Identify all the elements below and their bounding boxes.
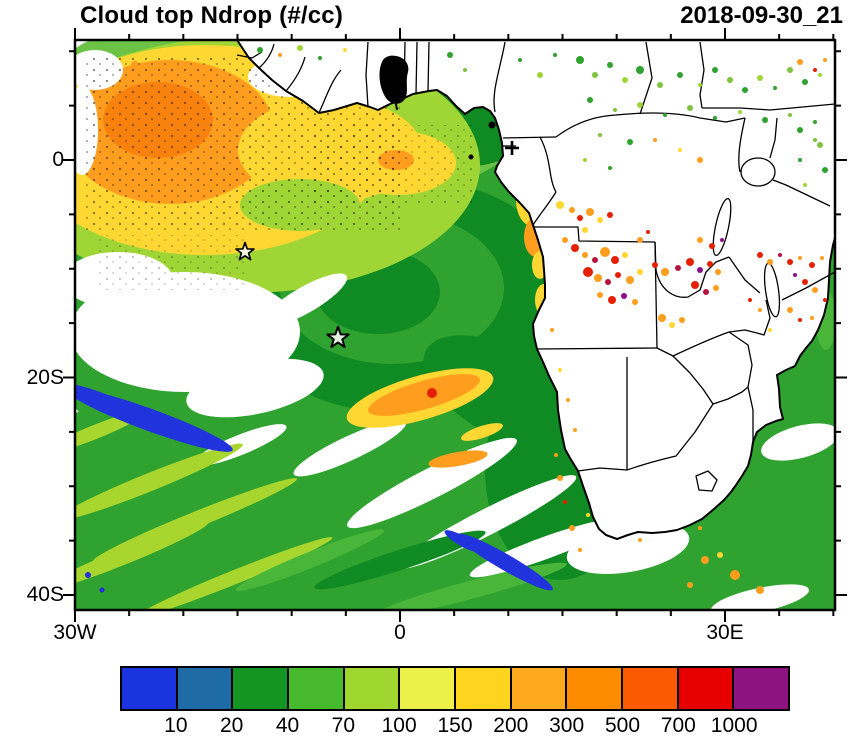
bioko-island <box>488 121 496 129</box>
colorbar-cell <box>122 668 178 709</box>
colorbar-cell <box>289 668 345 709</box>
map-plot <box>63 28 847 622</box>
africa-coastline <box>236 40 835 540</box>
colorbar-tick-label: 40 <box>275 714 300 737</box>
colorbar-tick-label: 300 <box>549 714 585 737</box>
colorbar-cell <box>400 668 457 709</box>
colorbar-cell <box>623 668 679 709</box>
colorbar-tick-label: 500 <box>604 714 641 737</box>
colorbar-cell <box>678 668 735 709</box>
star-markers <box>235 241 350 349</box>
land-data-specks <box>257 45 828 552</box>
colorbar-cell <box>344 668 401 709</box>
colorbar <box>120 666 790 711</box>
ocean-cloud-field <box>75 40 835 610</box>
colorbar-tick-label: 20 <box>219 714 244 737</box>
colorbar-cell <box>177 668 234 709</box>
colorbar-tick-label: 1000 <box>710 714 758 737</box>
colorbar-tick-label: 700 <box>660 714 696 737</box>
colorbar-tick-label: 200 <box>493 714 529 737</box>
colorbar-cell <box>511 668 568 709</box>
plot-timestamp: 2018-09-30_21 <box>680 2 843 29</box>
x-tick-label-30w: 30W <box>53 621 97 644</box>
sao-tome-island <box>468 154 474 160</box>
colorbar-tick-label: 10 <box>164 714 188 737</box>
colorbar-cell <box>456 668 512 709</box>
colorbar-cell <box>734 668 789 709</box>
lake-victoria <box>740 157 776 187</box>
y-tick-label-40s: 40S <box>26 583 64 606</box>
y-tick-label-20s: 20S <box>26 366 64 389</box>
star-marker-1 <box>235 241 255 261</box>
lake-tanganyika <box>712 197 732 257</box>
colorbar-tick-label: 70 <box>331 714 355 737</box>
axis-ticks <box>63 28 847 622</box>
cross-marker <box>505 141 519 155</box>
x-tick-label-0: 0 <box>394 621 406 644</box>
africa-landmass <box>236 40 835 540</box>
y-tick-label-0: 0 <box>52 148 64 171</box>
x-tick-label-30e: 30E <box>706 621 744 644</box>
colorbar-tick-label: 150 <box>437 714 473 737</box>
colorbar-tick-label: 100 <box>381 714 417 737</box>
colorbar-cell <box>567 668 624 709</box>
plot-title: Cloud top Ndrop (#/cc) <box>80 2 344 29</box>
star-marker-2 <box>326 325 350 349</box>
colorbar-cell <box>233 668 290 709</box>
colorbar-labels: 10 20 40 70 100 150 200 300 500 700 1000 <box>120 714 790 740</box>
lake-volta <box>379 55 409 104</box>
